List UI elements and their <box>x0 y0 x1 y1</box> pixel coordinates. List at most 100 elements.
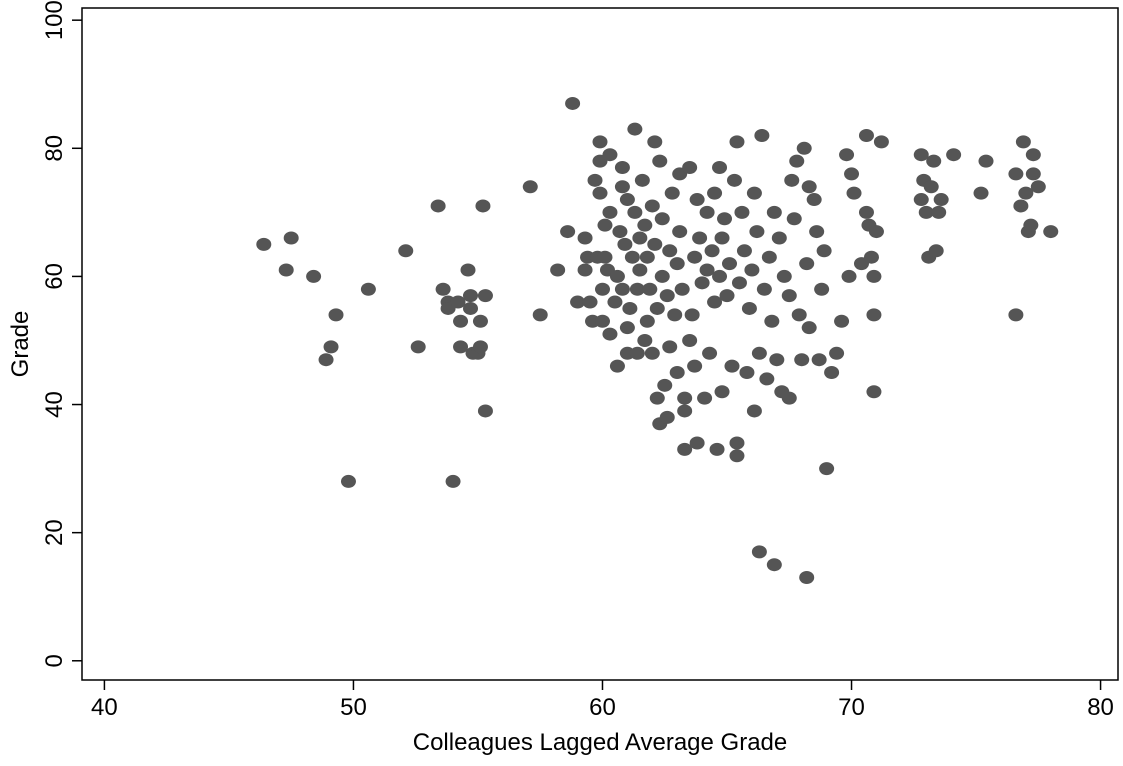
point <box>453 340 469 354</box>
point <box>649 301 665 315</box>
point <box>866 385 882 399</box>
point <box>756 282 772 296</box>
point <box>664 186 680 200</box>
point <box>819 462 835 476</box>
point <box>662 340 678 354</box>
point <box>799 571 815 585</box>
point <box>662 244 678 258</box>
point <box>597 250 613 264</box>
point <box>834 314 850 328</box>
point <box>1043 225 1059 239</box>
point <box>570 295 586 309</box>
point <box>612 225 628 239</box>
point <box>746 186 762 200</box>
point <box>692 231 708 245</box>
point <box>602 205 618 219</box>
point <box>931 205 947 219</box>
point <box>647 135 663 149</box>
point <box>637 333 653 347</box>
point <box>923 180 939 194</box>
point <box>677 404 693 418</box>
point <box>617 237 633 251</box>
point <box>629 346 645 360</box>
point <box>642 282 658 296</box>
point <box>410 340 426 354</box>
point <box>689 193 705 207</box>
point <box>360 282 376 296</box>
point <box>719 289 735 303</box>
point <box>873 135 889 149</box>
point <box>707 295 723 309</box>
point <box>1023 218 1039 232</box>
point <box>435 282 451 296</box>
point <box>649 391 665 405</box>
point <box>704 244 720 258</box>
point <box>796 141 812 155</box>
point <box>766 558 782 572</box>
point <box>844 167 860 181</box>
point <box>659 289 675 303</box>
point <box>928 244 944 258</box>
point <box>682 161 698 175</box>
point <box>736 244 752 258</box>
point <box>781 289 797 303</box>
point <box>761 250 777 264</box>
point <box>913 148 929 162</box>
point <box>846 186 862 200</box>
point <box>729 135 745 149</box>
point <box>786 212 802 226</box>
point <box>577 263 593 277</box>
point <box>622 301 638 315</box>
point <box>749 225 765 239</box>
plot-frame <box>81 7 1119 681</box>
point <box>677 442 693 456</box>
point <box>657 378 673 392</box>
point <box>328 308 344 322</box>
point <box>340 474 356 488</box>
point <box>659 410 675 424</box>
point <box>814 282 830 296</box>
point <box>597 218 613 232</box>
point <box>816 244 832 258</box>
point <box>532 308 548 322</box>
point <box>609 269 625 283</box>
point <box>632 263 648 277</box>
point <box>799 257 815 271</box>
point <box>776 269 792 283</box>
point <box>687 250 703 264</box>
y-tick-label: 40 <box>41 391 68 418</box>
point <box>627 122 643 136</box>
point <box>582 295 598 309</box>
point <box>602 148 618 162</box>
point <box>644 199 660 213</box>
point <box>689 436 705 450</box>
point <box>477 289 493 303</box>
point <box>475 199 491 213</box>
point <box>398 244 414 258</box>
point <box>687 359 703 373</box>
point <box>1018 186 1034 200</box>
point <box>614 180 630 194</box>
point <box>463 301 478 315</box>
point <box>677 391 693 405</box>
point <box>978 154 994 168</box>
point <box>751 545 767 559</box>
point <box>522 180 538 194</box>
point <box>694 276 710 290</box>
point <box>654 212 670 226</box>
point <box>629 282 645 296</box>
point <box>639 314 655 328</box>
point <box>824 366 840 380</box>
point <box>1013 199 1029 213</box>
point <box>592 186 608 200</box>
point <box>806 193 822 207</box>
point <box>607 295 623 309</box>
point <box>759 372 775 386</box>
x-tick-label: 60 <box>589 694 616 721</box>
y-axis-label: Grade <box>7 311 34 378</box>
point <box>734 205 750 219</box>
point <box>594 282 610 296</box>
point <box>709 442 725 456</box>
point <box>712 269 728 283</box>
point <box>669 366 685 380</box>
